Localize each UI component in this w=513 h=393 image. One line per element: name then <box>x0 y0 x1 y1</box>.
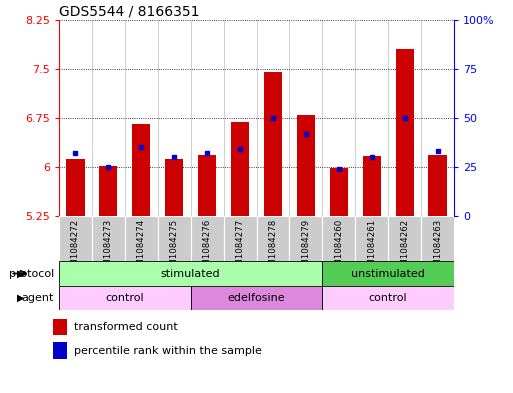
Text: GSM1084274: GSM1084274 <box>137 219 146 277</box>
Bar <box>100 166 117 216</box>
Bar <box>59 261 322 286</box>
Text: stimulated: stimulated <box>161 268 221 279</box>
Text: ▶: ▶ <box>17 268 24 279</box>
Bar <box>125 216 158 261</box>
Bar <box>322 286 454 310</box>
Text: percentile rank within the sample: percentile rank within the sample <box>74 346 262 356</box>
Bar <box>191 286 322 310</box>
Bar <box>92 216 125 261</box>
Text: edelfosine: edelfosine <box>228 293 285 303</box>
Text: GSM1084279: GSM1084279 <box>301 219 310 277</box>
Text: GSM1084260: GSM1084260 <box>334 219 343 277</box>
Bar <box>59 286 191 310</box>
Bar <box>396 49 413 216</box>
Bar <box>297 115 315 216</box>
Bar <box>231 123 249 216</box>
Text: GSM1084263: GSM1084263 <box>433 219 442 277</box>
Bar <box>66 158 85 216</box>
Bar <box>132 125 150 216</box>
Bar <box>388 216 421 261</box>
Text: GSM1084277: GSM1084277 <box>235 219 245 277</box>
Bar <box>322 216 355 261</box>
Text: GSM1084262: GSM1084262 <box>400 219 409 277</box>
Bar <box>322 261 454 286</box>
Text: GSM1084261: GSM1084261 <box>367 219 376 277</box>
Bar <box>289 216 322 261</box>
Text: protocol: protocol <box>9 268 54 279</box>
Bar <box>355 216 388 261</box>
Bar <box>421 216 454 261</box>
Text: GDS5544 / 8166351: GDS5544 / 8166351 <box>59 4 200 18</box>
Text: agent: agent <box>22 293 54 303</box>
Bar <box>158 216 191 261</box>
Text: GSM1084278: GSM1084278 <box>268 219 278 277</box>
Text: unstimulated: unstimulated <box>351 268 425 279</box>
Bar <box>264 72 282 216</box>
Text: transformed count: transformed count <box>74 322 177 332</box>
Bar <box>59 216 92 261</box>
Bar <box>363 156 381 216</box>
Text: GSM1084272: GSM1084272 <box>71 219 80 277</box>
Bar <box>224 216 256 261</box>
Bar <box>165 159 183 216</box>
Bar <box>330 168 348 216</box>
Bar <box>428 155 447 216</box>
Text: GSM1084273: GSM1084273 <box>104 219 113 277</box>
Bar <box>198 155 216 216</box>
Text: ▶: ▶ <box>17 293 24 303</box>
Text: GSM1084276: GSM1084276 <box>203 219 212 277</box>
Text: GSM1084275: GSM1084275 <box>170 219 179 277</box>
Bar <box>53 319 67 335</box>
Bar <box>53 342 67 359</box>
Text: control: control <box>369 293 407 303</box>
Bar <box>256 216 289 261</box>
Bar <box>191 216 224 261</box>
Text: control: control <box>106 293 144 303</box>
